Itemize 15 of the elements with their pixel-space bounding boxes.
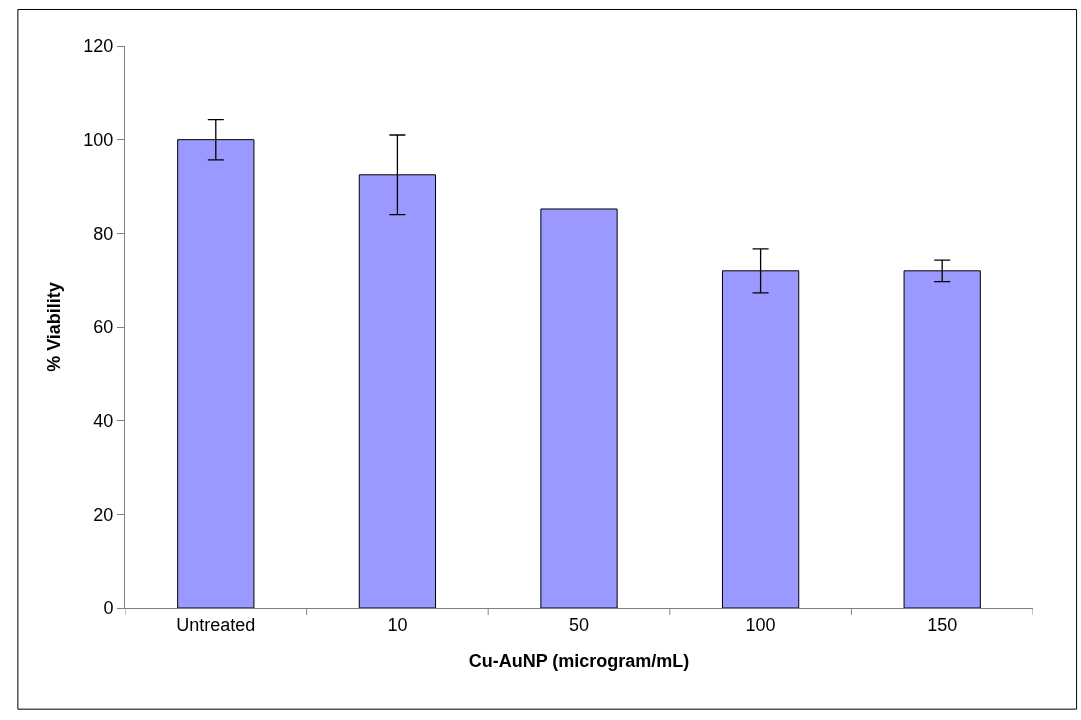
bar — [540, 208, 618, 608]
x-tick-label: 10 — [387, 614, 408, 635]
y-tick-label: 60 — [93, 317, 114, 338]
y-tick-label: 80 — [93, 223, 114, 244]
y-tick-label: 120 — [83, 36, 114, 57]
x-tick-label: Untreated — [176, 614, 256, 635]
y-tick-label: 0 — [103, 598, 114, 619]
y-tick-label: 40 — [93, 410, 114, 431]
x-tick-label: 50 — [568, 614, 590, 635]
x-tick-label: 150 — [927, 614, 958, 635]
x-axis-title: Cu-AuNP (microgram/mL) — [468, 650, 690, 671]
y-axis-title: % Viability — [43, 282, 64, 372]
y-tick-label: 20 — [93, 504, 114, 525]
y-tick-label: 100 — [83, 129, 114, 150]
x-tick-label: 100 — [745, 614, 776, 635]
